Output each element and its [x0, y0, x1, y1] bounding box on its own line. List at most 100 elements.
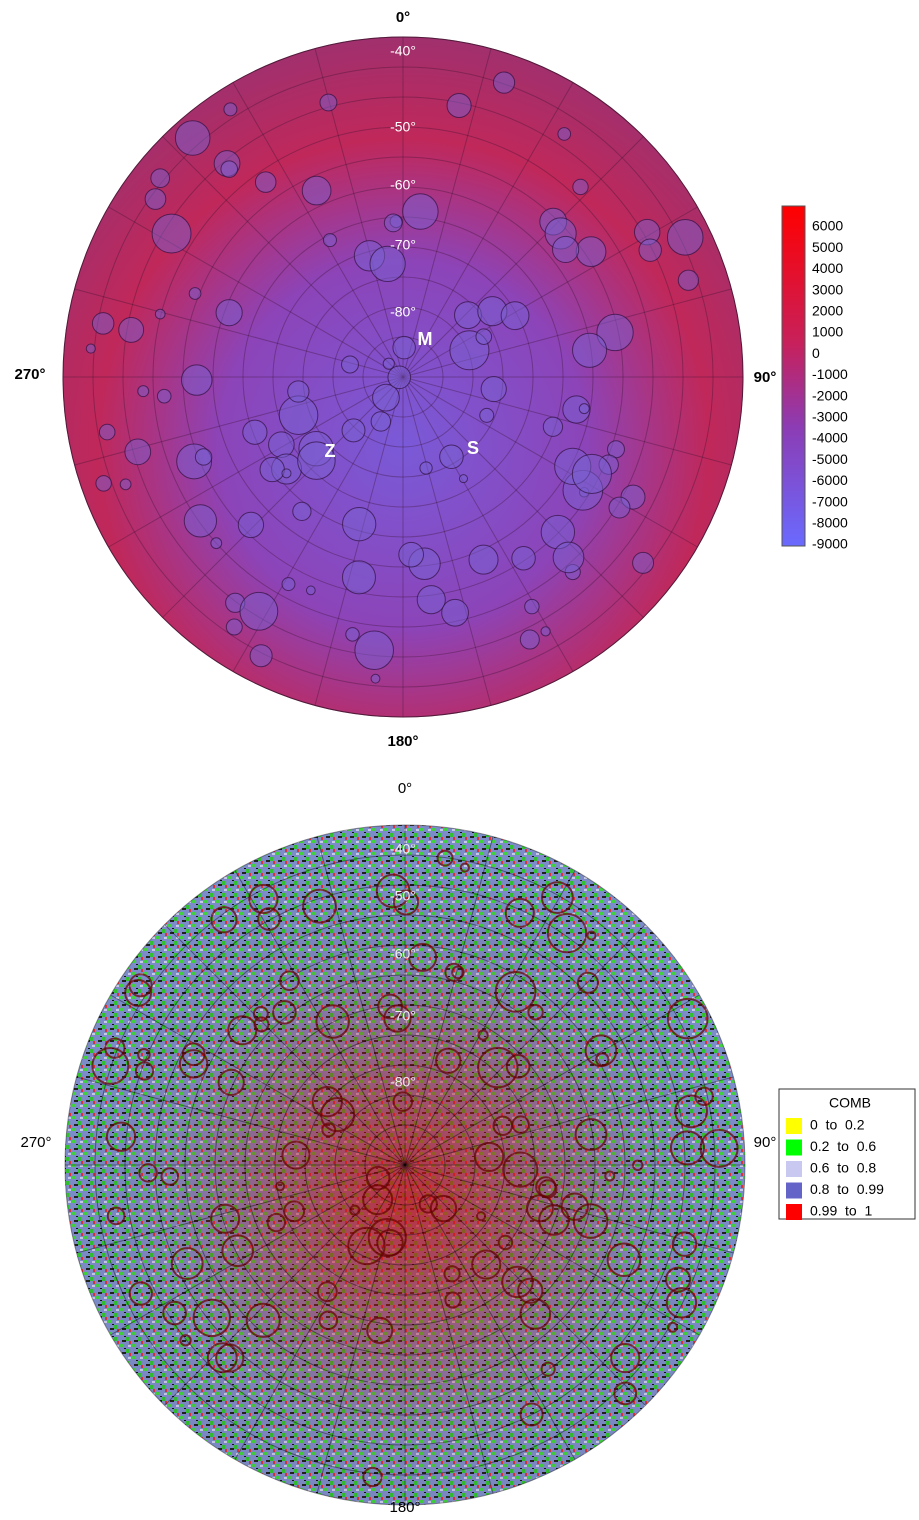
crater — [125, 439, 151, 465]
colorbar-label: -2000 — [812, 387, 848, 403]
crater — [393, 336, 415, 358]
crater — [667, 220, 703, 256]
crater — [609, 497, 630, 518]
colorbar-label: 2000 — [812, 303, 843, 319]
legend-label: 0.99 to 1 — [810, 1203, 872, 1219]
latitude-label: -50° — [390, 888, 416, 904]
legend-swatch — [786, 1183, 802, 1199]
latitude-label: -70° — [390, 237, 416, 253]
legend-title: COMB — [829, 1095, 871, 1111]
graticule — [63, 37, 743, 717]
crater — [576, 237, 606, 267]
crater — [293, 502, 311, 520]
legend-label: 0.2 to 0.6 — [810, 1138, 876, 1154]
crater — [184, 505, 216, 537]
feature-label: S — [467, 438, 479, 458]
crater — [302, 176, 331, 205]
colorbar-label: -9000 — [812, 536, 848, 552]
colorbar-label: -5000 — [812, 451, 848, 467]
crater — [572, 454, 611, 493]
legend-swatch — [786, 1204, 802, 1220]
crater — [525, 599, 539, 613]
crater — [342, 356, 359, 373]
latitude-label: -80° — [390, 1074, 416, 1090]
crater — [260, 457, 284, 481]
feature-label: M — [418, 329, 433, 349]
crater — [355, 631, 394, 670]
longitude-label: 180° — [389, 1499, 420, 1516]
crater — [383, 358, 394, 369]
crater — [417, 586, 445, 614]
page: 0°90°180°270°-40°-50°-60°-70°-80°0°90°18… — [0, 0, 919, 1520]
colorbar-label: -8000 — [812, 515, 848, 531]
crater — [342, 419, 365, 442]
colorbar-label: 0 — [812, 345, 820, 361]
crater — [512, 547, 535, 570]
longitude-label: 90° — [754, 1134, 777, 1151]
crater — [306, 586, 315, 595]
colorbar-label: 6000 — [812, 218, 843, 234]
longitude-label: 0° — [396, 9, 410, 26]
crater — [553, 236, 579, 262]
crater — [323, 234, 336, 247]
crater — [243, 420, 267, 444]
latitude-label: -40° — [390, 841, 416, 857]
crater — [96, 476, 111, 491]
crater — [399, 542, 424, 567]
colorbar-label: 1000 — [812, 324, 843, 340]
longitude-label: 270° — [14, 366, 45, 383]
crater — [175, 121, 210, 156]
legend-swatch — [786, 1161, 802, 1177]
colorbar — [782, 206, 805, 546]
crater — [152, 214, 191, 253]
crater — [541, 627, 550, 636]
crater — [226, 619, 242, 635]
crater — [493, 72, 514, 93]
crater — [250, 645, 272, 667]
crater — [633, 552, 654, 573]
crater — [145, 189, 166, 210]
crater — [455, 302, 482, 329]
colorbar-label: -3000 — [812, 409, 848, 425]
crater — [558, 128, 571, 141]
crater — [442, 599, 469, 626]
crater — [255, 172, 276, 193]
crater — [240, 592, 278, 630]
legend-label: 0.6 to 0.8 — [810, 1160, 876, 1176]
crater — [151, 169, 170, 188]
legend-label: 0 to 0.2 — [810, 1117, 865, 1133]
crater — [480, 408, 494, 422]
crater — [86, 344, 95, 353]
crater — [157, 389, 171, 403]
crater — [211, 538, 222, 549]
crater — [238, 512, 263, 537]
crater — [92, 313, 113, 334]
latitude-label: -60° — [390, 177, 416, 193]
colorbar-label: 3000 — [812, 281, 843, 297]
crater — [371, 412, 390, 431]
legend-swatch — [786, 1140, 802, 1156]
crater — [573, 179, 588, 194]
crater — [481, 376, 506, 401]
crater — [221, 161, 238, 178]
crater — [216, 300, 242, 326]
crater — [459, 475, 467, 483]
colorbar-label: -1000 — [812, 366, 848, 382]
crater — [155, 309, 165, 319]
legend-label: 0.8 to 0.99 — [810, 1181, 884, 1197]
colorbar-label: -6000 — [812, 472, 848, 488]
crater — [138, 386, 149, 397]
crater — [388, 366, 411, 389]
crater — [520, 630, 539, 649]
crater — [120, 479, 131, 490]
crater — [384, 214, 402, 232]
map-elevation — [63, 37, 743, 717]
crater — [119, 317, 144, 342]
crater — [320, 94, 337, 111]
feature-label: Z — [325, 441, 336, 461]
crater — [282, 469, 291, 478]
crater — [469, 545, 498, 574]
crater — [579, 404, 589, 414]
graticule — [65, 825, 745, 1505]
latitude-label: -50° — [390, 119, 416, 135]
